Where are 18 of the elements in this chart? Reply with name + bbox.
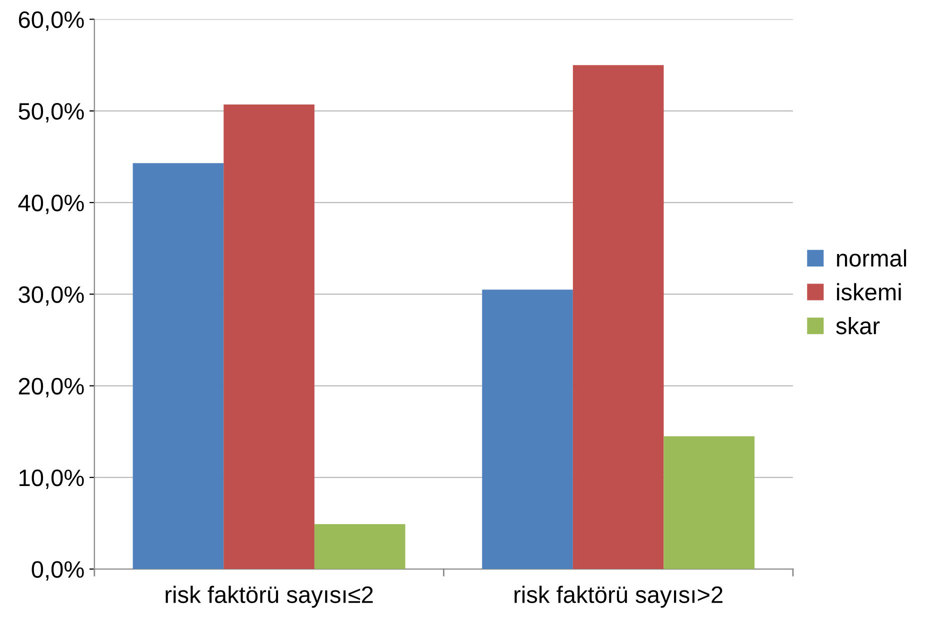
- legend-label: skar: [836, 316, 880, 334]
- legend-label: normal: [837, 249, 906, 267]
- y-tick-label: 20,0%: [18, 378, 84, 398]
- y-tick-label: 30,0%: [18, 286, 84, 306]
- y-tick-label: 50,0%: [18, 102, 84, 122]
- bar: [664, 436, 755, 570]
- y-tick-label: 40,0%: [18, 194, 84, 214]
- y-tick-label: 10,0%: [20, 469, 84, 490]
- x-tick-label: risk faktörü sayısı>2: [514, 586, 722, 608]
- y-tick-label: 60,0%: [18, 11, 84, 31]
- bar: [482, 290, 573, 570]
- y-tick-label: 0,0%: [32, 561, 84, 581]
- bar: [572, 65, 664, 570]
- x-tick-label: risk faktörü sayısı≤2: [166, 586, 373, 608]
- bar: [314, 524, 406, 570]
- legend-label: iskemi: [837, 283, 901, 301]
- bar: [224, 104, 314, 570]
- bar: [132, 163, 224, 570]
